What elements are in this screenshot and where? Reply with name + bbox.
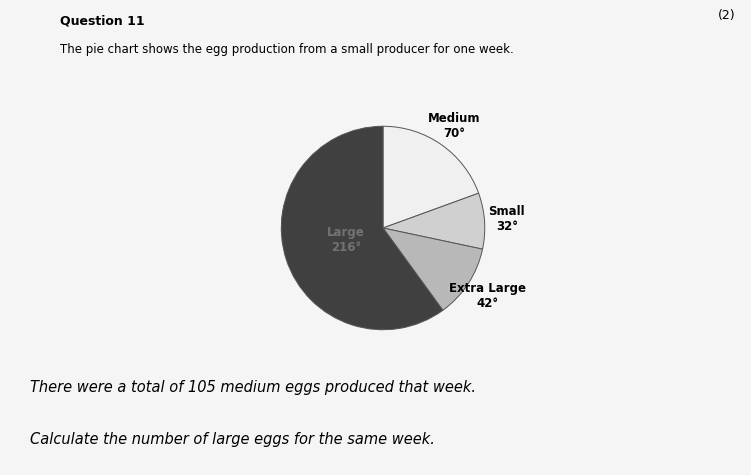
Wedge shape <box>282 126 443 330</box>
Text: Small
32°: Small 32° <box>489 205 525 233</box>
Wedge shape <box>383 126 478 228</box>
Wedge shape <box>383 193 484 249</box>
Text: Large
216°: Large 216° <box>327 226 365 254</box>
Text: Question 11: Question 11 <box>60 14 145 27</box>
Text: Medium
70°: Medium 70° <box>428 112 481 140</box>
Text: There were a total of 105 medium eggs produced that week.: There were a total of 105 medium eggs pr… <box>30 380 476 395</box>
Wedge shape <box>383 228 483 310</box>
Text: Calculate the number of large eggs for the same week.: Calculate the number of large eggs for t… <box>30 432 435 447</box>
Text: Extra Large
42°: Extra Large 42° <box>448 282 526 310</box>
Text: The pie chart shows the egg production from a small producer for one week.: The pie chart shows the egg production f… <box>60 43 514 56</box>
Text: (2): (2) <box>719 10 736 22</box>
